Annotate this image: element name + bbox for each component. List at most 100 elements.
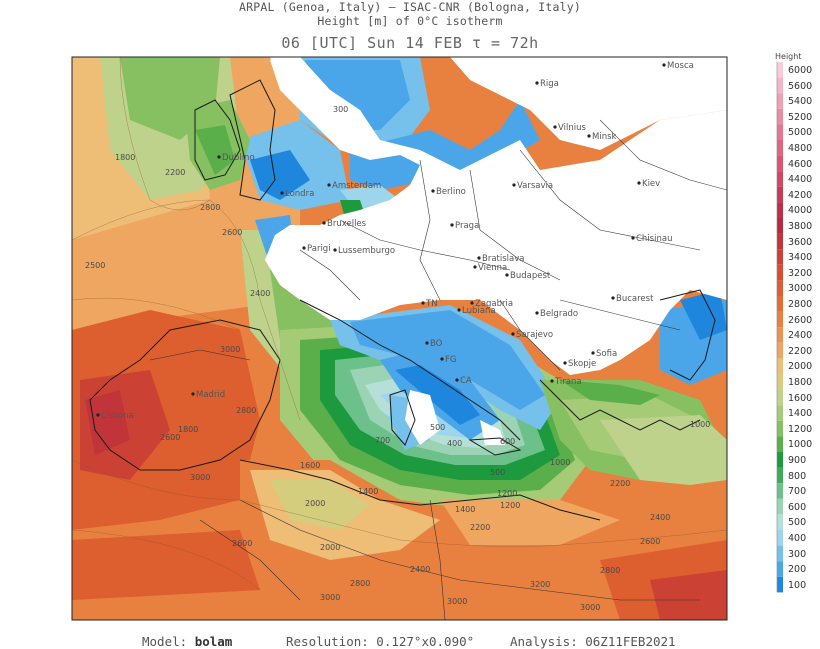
legend-level-label: 1800 bbox=[788, 377, 813, 388]
contour-label: 500 bbox=[490, 468, 505, 477]
contour-label: 3000 bbox=[320, 593, 340, 602]
legend-swatch bbox=[777, 389, 783, 406]
contour-label: 2600 bbox=[640, 537, 660, 546]
legend-swatch bbox=[777, 140, 783, 156]
legend-swatch bbox=[777, 108, 783, 125]
city-marker bbox=[535, 81, 539, 85]
city-label: Praga bbox=[455, 221, 479, 231]
legend-level-label: 3200 bbox=[788, 267, 813, 279]
city-marker bbox=[553, 125, 557, 129]
contour-label: 2600 bbox=[222, 228, 242, 237]
legend-swatch bbox=[777, 561, 783, 577]
city-marker bbox=[631, 236, 635, 240]
contour-label: 3000 bbox=[220, 345, 240, 354]
city-marker bbox=[637, 181, 641, 185]
contour-label: 2200 bbox=[610, 479, 630, 488]
city-marker bbox=[421, 301, 425, 305]
legend-swatch bbox=[777, 420, 783, 437]
legend-level-label: 800 bbox=[788, 470, 807, 482]
contour-label: 2600 bbox=[232, 539, 252, 548]
country-borders bbox=[149, 119, 727, 620]
contour-label: 3000 bbox=[447, 597, 467, 606]
city-marker bbox=[662, 63, 666, 67]
legend-level-label: 2600 bbox=[788, 314, 813, 326]
city-label: Berlino bbox=[436, 187, 466, 197]
legend-level-label: 4000 bbox=[788, 205, 813, 217]
city-marker bbox=[333, 248, 337, 252]
contour-lines bbox=[72, 57, 727, 591]
contour-label: 2800 bbox=[350, 579, 370, 588]
city-label: Chisinau bbox=[636, 234, 672, 244]
contour-label: 3000 bbox=[580, 603, 600, 612]
city-label: Tirana bbox=[554, 377, 582, 387]
city-label: Bucarest bbox=[616, 294, 654, 304]
city-label: Madrid bbox=[196, 390, 225, 400]
legend-swatch bbox=[777, 327, 783, 343]
contour-label: 2800 bbox=[600, 566, 620, 575]
legend-level-label: 600 bbox=[788, 501, 807, 513]
city-label: Minsk bbox=[592, 132, 617, 142]
contour-label: 1400 bbox=[455, 505, 475, 514]
legend-swatch bbox=[777, 467, 783, 484]
model-info: Model: bolam bbox=[142, 634, 232, 649]
city-label: Sofia bbox=[596, 349, 617, 359]
city-label: TN bbox=[425, 299, 438, 309]
city-label: Vienna bbox=[478, 263, 507, 273]
contour-label: 2200 bbox=[165, 168, 185, 177]
contour-label: 2200 bbox=[470, 523, 490, 532]
legend-swatch bbox=[777, 342, 783, 359]
legend-swatch bbox=[777, 545, 783, 562]
city-marker bbox=[322, 221, 326, 225]
legend-swatch bbox=[777, 171, 783, 187]
contour-label: 2400 bbox=[650, 513, 670, 522]
legend-level-label: 3600 bbox=[788, 236, 813, 248]
legend-swatch bbox=[777, 62, 783, 78]
legend-level-label: 4200 bbox=[788, 189, 813, 201]
contour-label: 1600 bbox=[300, 461, 320, 470]
legend-level-label: 1400 bbox=[788, 408, 813, 420]
contour-label: 500 bbox=[430, 423, 445, 432]
contour-value-labels: 300 1800 2200 2800 2600 2500 2400 3000 2800 1600 1… bbox=[85, 105, 710, 612]
city-label: Budapest bbox=[510, 271, 551, 281]
city-label: Lisbona bbox=[101, 411, 134, 421]
city-marker bbox=[587, 134, 591, 138]
legend-level-label: 3400 bbox=[788, 252, 813, 264]
city-marker bbox=[455, 378, 459, 382]
city-marker bbox=[457, 308, 461, 312]
city-label: Parigi bbox=[307, 244, 331, 254]
legend-swatch bbox=[777, 93, 783, 109]
city-label: Mosca bbox=[667, 61, 694, 71]
legend-swatch bbox=[777, 155, 783, 172]
city-marker bbox=[611, 296, 615, 300]
city-label: Belgrado bbox=[540, 309, 578, 319]
legend-level-label: 5400 bbox=[788, 96, 813, 108]
contour-label: 1200 bbox=[500, 501, 520, 510]
model-label: Model: bbox=[142, 634, 188, 649]
legend-swatch bbox=[777, 218, 783, 234]
legend-level-label: 2400 bbox=[788, 330, 813, 342]
city-marker bbox=[440, 357, 444, 361]
contour-label: 2600 bbox=[160, 433, 180, 442]
legend-swatch bbox=[777, 498, 783, 515]
city-marker bbox=[217, 155, 221, 159]
city-labels: Mosca Vilnius Minsk Riga Berlino Varsavia Kiev… bbox=[96, 61, 694, 421]
city-marker bbox=[591, 351, 595, 355]
legend-level-label: 900 bbox=[788, 455, 807, 466]
legend-swatch bbox=[777, 358, 783, 374]
producer-title: ARPAL (Genoa, Italy) – ISAC-CNR (Bologna… bbox=[239, 0, 581, 14]
city-label: Zagabria bbox=[475, 299, 513, 309]
legend-level-label: 3800 bbox=[788, 221, 813, 232]
contour-label: 1400 bbox=[358, 487, 378, 496]
legend-level-label: 400 bbox=[788, 533, 807, 544]
legend-level-label: 2800 bbox=[788, 299, 813, 310]
city-label: Riga bbox=[540, 79, 559, 89]
city-marker bbox=[550, 379, 554, 383]
model-name: bolam bbox=[194, 634, 233, 649]
legend-swatch bbox=[777, 249, 783, 265]
city-label: Amsterdam bbox=[332, 181, 381, 191]
legend-level-label: 1200 bbox=[788, 423, 813, 435]
city-marker bbox=[477, 256, 481, 260]
legend-level-label: 5600 bbox=[788, 80, 813, 92]
analysis-info: Analysis: 06Z11FEB2021 bbox=[510, 634, 676, 649]
